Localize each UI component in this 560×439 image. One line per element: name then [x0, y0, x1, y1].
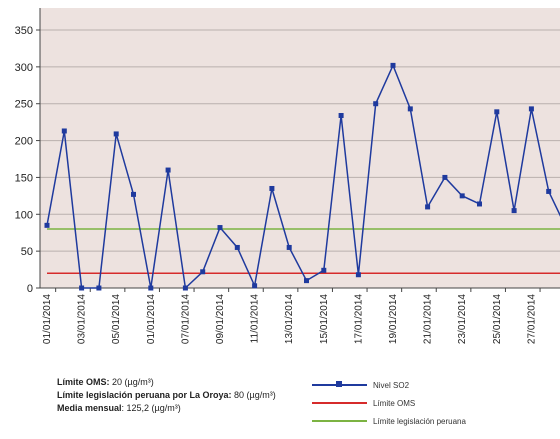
x-tick-label-8: 15/01/2014: [319, 294, 330, 344]
data-point-24: [459, 193, 465, 199]
note-oms: Límite OMS: 20 (µg/m³): [57, 377, 154, 387]
data-point-11: [234, 244, 240, 250]
data-point-23: [442, 174, 448, 180]
data-point-18: [355, 272, 361, 278]
y-tick-label-150: 150: [15, 172, 33, 184]
data-point-25: [477, 201, 482, 207]
data-point-22: [425, 204, 431, 210]
plot-background: [40, 8, 560, 288]
data-point-7: [165, 167, 171, 173]
x-tick-label-9: 17/01/2014: [353, 294, 364, 344]
data-point-17: [338, 113, 344, 119]
data-point-12: [252, 283, 258, 289]
data-point-15: [304, 278, 309, 284]
so2-line-chart: 0 50 100 150 200 250 300 350 01/01/2014 03/01/201…: [15, 8, 560, 344]
chart-legend: Nivel SO2 Límite OMS Límite legislación …: [312, 376, 466, 430]
x-tick-label-12: 23/01/2014: [457, 294, 468, 344]
data-point-6: [148, 285, 154, 291]
data-point-0: [44, 222, 50, 228]
y-tick-label-250: 250: [15, 99, 33, 111]
legend-item-oms: Límite OMS: [312, 394, 466, 412]
data-point-21: [407, 106, 413, 112]
data-point-14: [286, 244, 292, 250]
legend-item-so2: Nivel SO2: [312, 376, 466, 394]
legend-swatch-oms: [312, 398, 367, 408]
data-point-20: [390, 62, 396, 68]
x-tick-label-4: 07/01/2014: [180, 294, 191, 344]
y-tick-label-50: 50: [21, 246, 33, 258]
series-line-so2: [46, 63, 560, 290]
note-monthly-mean: Media mensual: 125,2 (µg/m³): [57, 403, 181, 413]
y-tick-label-0: 0: [27, 283, 33, 295]
data-point-4: [113, 131, 119, 137]
limits-notes: Límite OMS: 20 (µg/m³) Límite legislació…: [57, 376, 276, 415]
data-point-16: [321, 267, 327, 273]
data-point-10: [217, 225, 223, 231]
legend-swatch-peruvian: [312, 416, 367, 426]
x-tick-label-7: 13/01/2014: [284, 294, 295, 344]
y-tick-label-200: 200: [15, 136, 33, 148]
legend-swatch-so2: [312, 380, 367, 390]
data-point-1: [61, 128, 67, 134]
legend-item-peruvian: Límite legislación peruana: [312, 412, 466, 430]
x-tick-label-3: 01/01/2014: [146, 294, 157, 344]
y-tick-label-350: 350: [15, 25, 33, 37]
data-point-28: [528, 106, 534, 112]
data-point-19: [373, 101, 379, 107]
legend-label-oms: Límite OMS: [373, 398, 416, 408]
data-point-29: [546, 188, 552, 194]
data-point-3: [96, 285, 102, 291]
x-tick-label-10: 19/01/2014: [388, 294, 399, 344]
data-point-9: [200, 269, 206, 275]
y-tick-label-100: 100: [15, 209, 33, 221]
x-tick-label-14: 27/01/2014: [526, 294, 537, 344]
x-tick-label-1: 03/01/2014: [77, 294, 88, 344]
legend-label-so2: Nivel SO2: [373, 380, 410, 390]
data-point-13: [269, 185, 275, 191]
x-tick-label-6: 11/01/2014: [250, 294, 261, 344]
data-point-27: [511, 208, 517, 214]
data-point-26: [494, 109, 500, 115]
y-tick-label-300: 300: [15, 62, 33, 74]
data-point-5: [131, 191, 136, 197]
legend-label-peruvian: Límite legislación peruana: [373, 416, 466, 426]
x-tick-label-11: 21/01/2014: [423, 294, 434, 344]
x-tick-label-2: 05/01/2014: [111, 294, 122, 344]
x-tick-label-0: 01/01/2014: [42, 294, 53, 344]
x-tick-label-5: 09/01/2014: [215, 294, 226, 344]
data-point-8: [182, 285, 188, 291]
note-peruvian-law: Límite legislación peruana por La Oroya:…: [57, 390, 276, 400]
x-tick-label-13: 25/01/2014: [492, 294, 503, 344]
data-point-2: [79, 285, 85, 291]
